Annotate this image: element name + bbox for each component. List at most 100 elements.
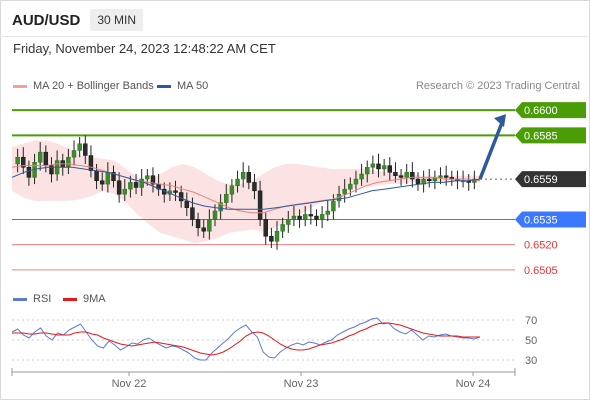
candle-body xyxy=(302,214,308,220)
level-text-2: 0.6559 xyxy=(524,174,558,186)
ma9-swatch xyxy=(63,297,77,301)
level-tag-3 xyxy=(515,211,586,228)
candle-body xyxy=(145,175,150,180)
candle-body xyxy=(438,175,443,178)
ma20-swatch xyxy=(13,84,27,88)
legend-ma50-label: MA 50 xyxy=(177,80,209,92)
candle-body xyxy=(128,182,133,190)
legend-9ma: 9MA xyxy=(63,293,106,305)
candle-body xyxy=(190,207,195,220)
candle-body xyxy=(77,143,82,151)
candle-body xyxy=(133,182,139,188)
candle-body xyxy=(43,151,49,166)
candle-body xyxy=(15,156,20,165)
legend-ma20: MA 20 + Bollinger Bands xyxy=(13,80,154,92)
projection-arrow-shaft xyxy=(478,119,505,180)
candle-body xyxy=(410,172,415,180)
candle-body xyxy=(88,155,94,171)
candle-body xyxy=(150,175,156,185)
timestamp: Friday, November 24, 2023 12:48:22 AM CE… xyxy=(13,41,276,56)
candle-body xyxy=(353,178,359,185)
candle-body xyxy=(348,183,353,190)
x-tick-label: Nov 22 xyxy=(112,378,147,390)
candle-body xyxy=(246,172,252,183)
candle-body xyxy=(71,150,77,158)
level-tag-1 xyxy=(515,127,586,144)
chart-header: AUD/USD 30 MIN xyxy=(12,9,144,31)
ma20-line xyxy=(11,163,481,214)
candle-body xyxy=(472,178,477,183)
candle-body xyxy=(178,192,184,202)
legend-ma20-label: MA 20 + Bollinger Bands xyxy=(33,80,154,92)
candle-body xyxy=(224,193,229,203)
candle-body xyxy=(173,190,178,193)
level-text-4: 0.6520 xyxy=(524,240,558,252)
candle-body xyxy=(240,172,246,180)
ma50-line xyxy=(11,166,481,210)
rsi-line xyxy=(11,317,481,361)
rsi-tick-30: 30 xyxy=(525,355,537,367)
rsi-tick-50: 50 xyxy=(525,335,537,347)
candle-body xyxy=(184,200,190,208)
x-tick-label: Nov 23 xyxy=(284,378,319,390)
legend-ma50: MA 50 xyxy=(157,80,208,92)
ma50-swatch xyxy=(157,84,171,88)
candle-body xyxy=(37,151,43,163)
level-label-2: 0.6559 xyxy=(515,171,586,188)
level-label-3: 0.6535 xyxy=(515,211,586,228)
candle-body xyxy=(83,143,88,156)
candle-body xyxy=(314,215,319,220)
candle-body xyxy=(280,224,285,232)
candle-body xyxy=(274,230,280,242)
candle-body xyxy=(370,163,376,168)
legend-rsi: RSI xyxy=(13,293,51,305)
candle-body xyxy=(325,210,330,215)
symbol-title: AUD/USD xyxy=(12,11,81,29)
candle-body xyxy=(212,210,218,220)
level-text-1: 0.6585 xyxy=(524,130,558,142)
candle-body xyxy=(308,214,314,217)
level-tag-2 xyxy=(515,171,586,188)
projection-arrow-head xyxy=(494,114,506,128)
candle-body xyxy=(99,180,105,185)
candle-body xyxy=(286,219,291,225)
candle-body xyxy=(376,163,381,170)
candle-body xyxy=(297,215,302,220)
legend-rsi-label: RSI xyxy=(33,293,52,305)
level-text-3: 0.6535 xyxy=(524,214,558,226)
candle-body xyxy=(235,178,240,187)
candle-body xyxy=(195,219,201,229)
candle-body xyxy=(66,156,71,168)
rsi-tick-70: 70 xyxy=(525,315,537,327)
legend-9ma-label: 9MA xyxy=(83,293,106,305)
candle-body xyxy=(94,170,99,181)
level-text-5: 0.6505 xyxy=(524,265,558,277)
candle-body xyxy=(381,165,387,170)
candle-body xyxy=(443,175,449,178)
candle-body xyxy=(331,200,336,212)
candle-body xyxy=(229,185,235,195)
level-text-0: 0.6600 xyxy=(524,105,558,117)
candle-body xyxy=(415,178,421,185)
candle-body xyxy=(218,202,223,212)
candle-body xyxy=(201,227,206,232)
candle-body xyxy=(105,172,111,185)
timeframe-badge[interactable]: 30 MIN xyxy=(90,9,144,31)
candle-body xyxy=(263,219,268,237)
candle-body xyxy=(111,172,116,181)
rsi-9ma-line xyxy=(12,322,480,356)
candle-body xyxy=(116,180,122,195)
candle-body xyxy=(49,165,54,175)
bollinger-band xyxy=(12,140,480,243)
candle-body xyxy=(319,214,325,220)
candle-body xyxy=(269,236,274,242)
candle-body xyxy=(387,165,393,173)
candle-body xyxy=(342,188,347,195)
candle-body xyxy=(393,172,398,176)
candle-body xyxy=(139,178,144,188)
candle-body xyxy=(398,175,404,178)
candle-body xyxy=(365,167,370,175)
candle-body xyxy=(257,190,263,220)
candle-body xyxy=(427,178,432,181)
